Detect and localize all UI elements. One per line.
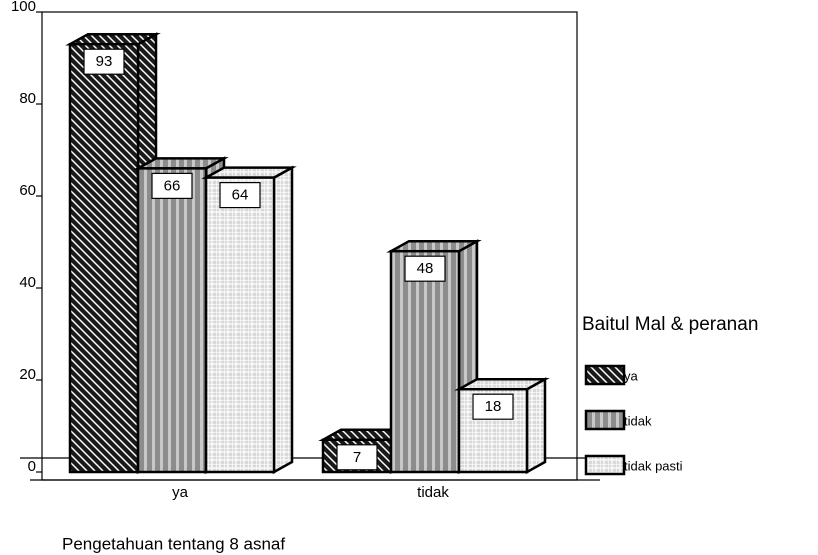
value-label-box bbox=[83, 48, 125, 75]
y-tick-label: 0 bbox=[28, 458, 36, 475]
y-tick-label: 60 bbox=[19, 182, 36, 199]
value-label: 7 bbox=[353, 449, 361, 466]
bar bbox=[136, 167, 208, 474]
value-label: 93 bbox=[96, 53, 113, 70]
legend-label: tidak pasti bbox=[624, 458, 683, 473]
y-tick-label: 40 bbox=[19, 274, 36, 291]
y-tick-label: 100 bbox=[11, 0, 36, 15]
value-label: 64 bbox=[232, 187, 249, 204]
value-label: 18 bbox=[485, 398, 502, 415]
bar-top bbox=[65, 32, 161, 46]
y-tick-label: 80 bbox=[19, 90, 36, 107]
value-label-box bbox=[472, 393, 514, 420]
x-tick-label: tidak bbox=[417, 484, 449, 501]
bar bbox=[68, 42, 140, 474]
bar bbox=[204, 176, 276, 474]
legend-title: Baitul Mal & peranan bbox=[582, 314, 758, 335]
value-label-box bbox=[219, 182, 261, 209]
value-label: 66 bbox=[164, 177, 181, 194]
legend-swatch bbox=[584, 454, 626, 476]
y-tick-label: 20 bbox=[19, 366, 36, 383]
bar-side bbox=[525, 377, 547, 475]
bar-top bbox=[201, 166, 297, 179]
bar-top bbox=[386, 239, 482, 253]
legend-swatch bbox=[584, 364, 626, 386]
bar-top bbox=[454, 377, 550, 391]
bar-side bbox=[272, 165, 294, 475]
legend-swatch bbox=[584, 409, 626, 431]
value-label: 48 bbox=[417, 260, 434, 277]
value-label-box bbox=[404, 255, 446, 282]
x-tick-label: ya bbox=[172, 484, 189, 501]
legend-label: tidak bbox=[624, 413, 652, 428]
bar bbox=[389, 249, 461, 474]
value-label-box bbox=[151, 172, 193, 199]
value-label-box bbox=[336, 444, 378, 471]
legend-label: ya bbox=[624, 368, 639, 383]
x-axis-title: Pengetahuan tentang 8 asnaf bbox=[62, 534, 285, 553]
bar-top bbox=[133, 157, 229, 170]
